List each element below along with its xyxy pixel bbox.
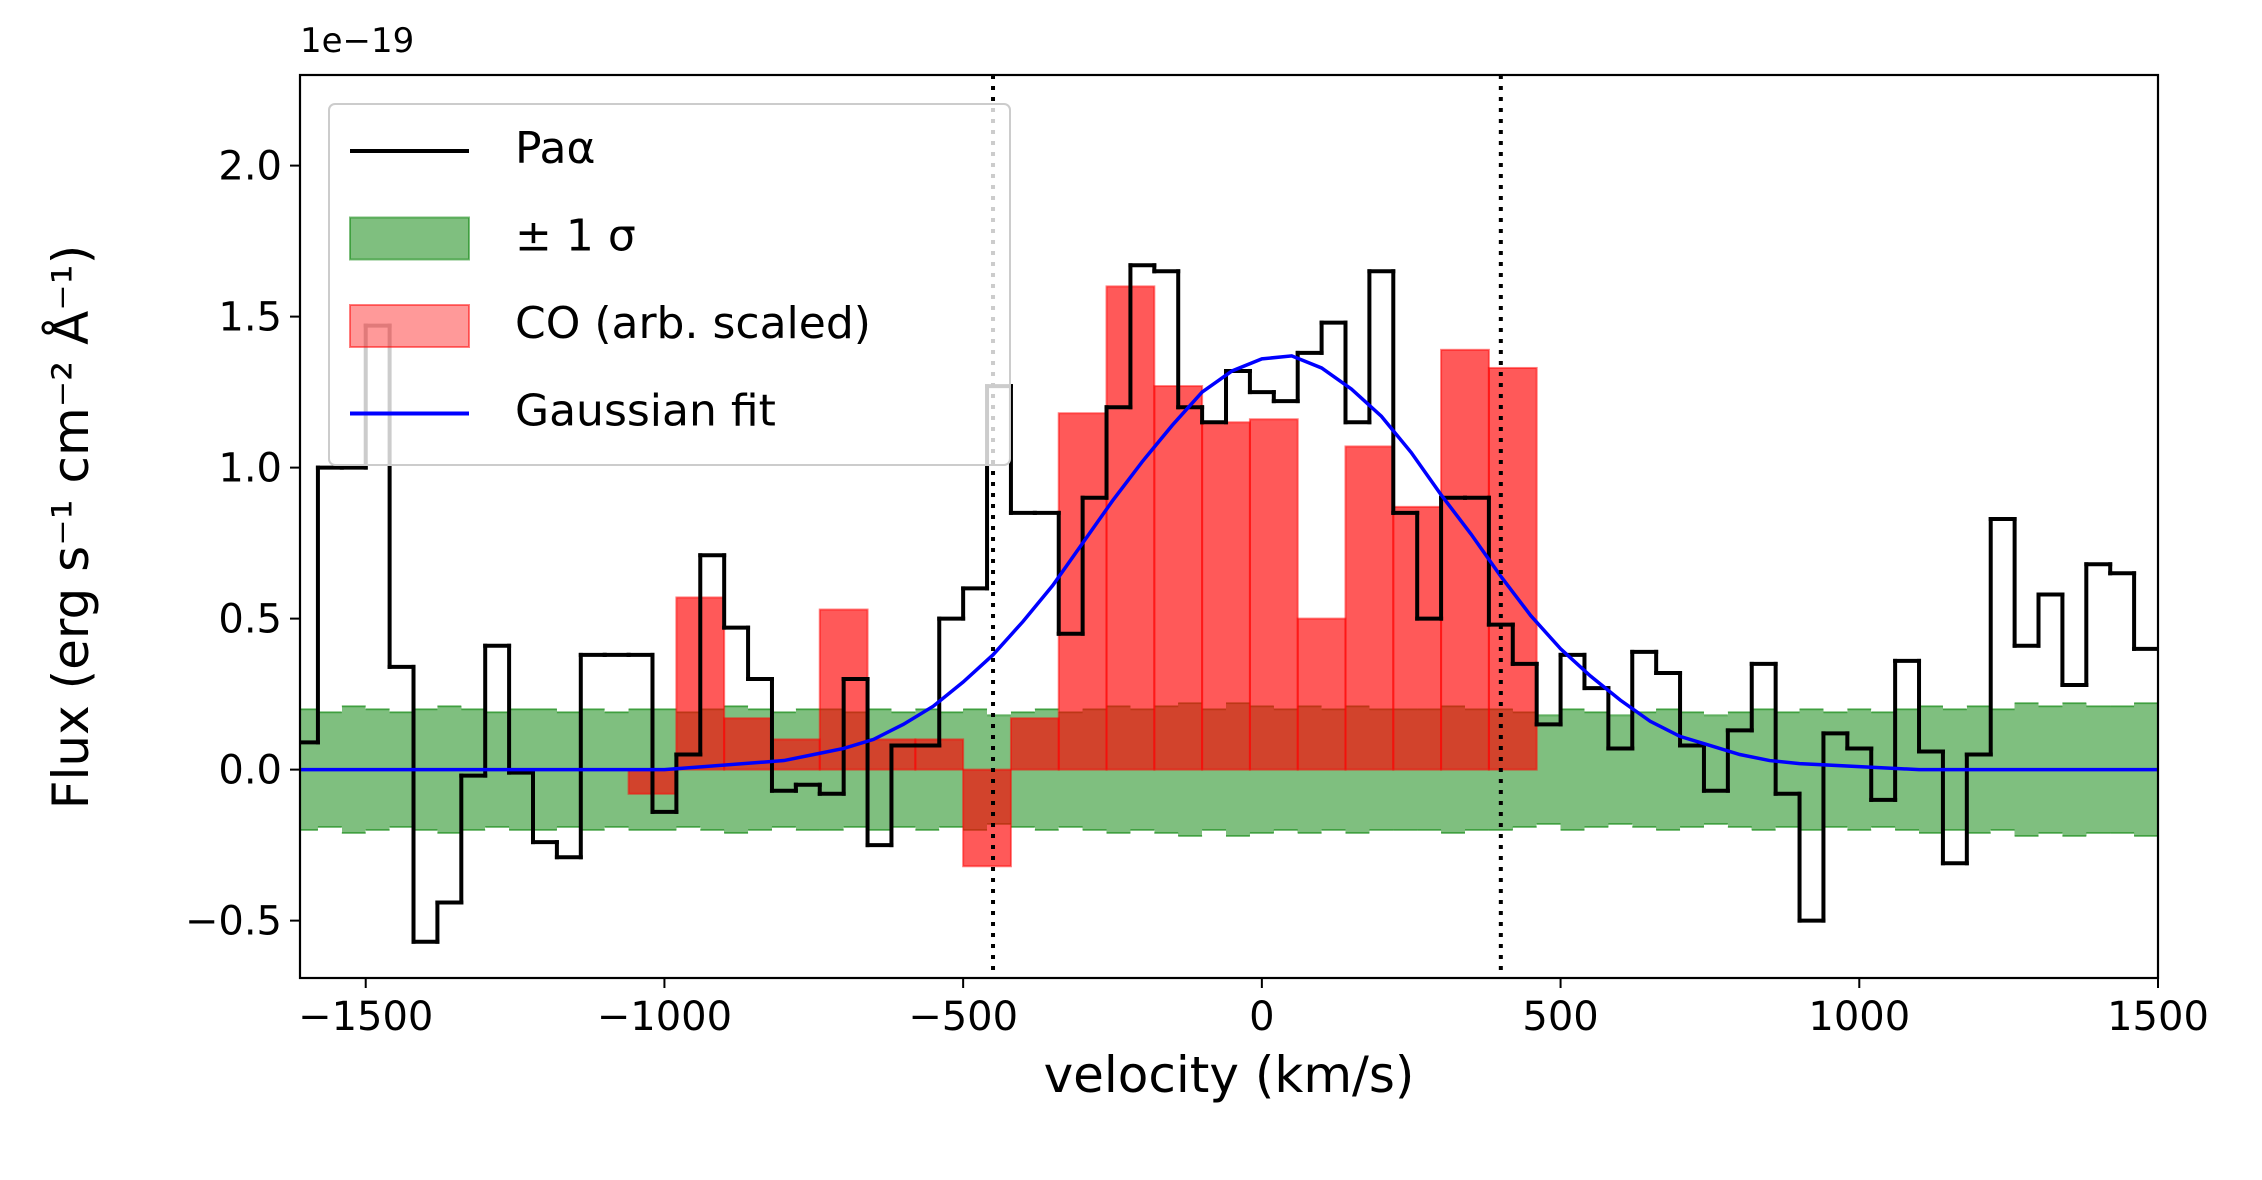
x-tick-label: −500 [908, 994, 1018, 1040]
x-tick-label: 0 [1249, 994, 1274, 1040]
co-bar [1344, 445, 1395, 771]
axes-frame [298, 73, 2160, 980]
sigma-band [1584, 712, 1609, 827]
sigma-band [1727, 712, 1752, 827]
co-bar [1009, 717, 1060, 771]
co-bar [1153, 385, 1204, 771]
sigma-band [1799, 709, 1824, 831]
sigma-band [1656, 709, 1681, 831]
y-tick-label: 0.5 [218, 597, 282, 643]
y-tick-label: 1.0 [218, 446, 282, 492]
co-bar [1296, 617, 1347, 771]
x-tick-label: −1500 [298, 994, 433, 1040]
x-tick-label: 500 [1522, 994, 1598, 1040]
axes: −1500 −1000 −500 0 500 1000 1500 −0.5 0.0 0.5 1.0 1… [185, 73, 2209, 1040]
co-bar [1440, 348, 1490, 771]
sigma-band [1847, 709, 1872, 831]
plot-area [300, 75, 2158, 978]
gaussian-fit [300, 354, 2158, 772]
co-bar [1201, 421, 1251, 771]
legend-label: Gaussian fit [515, 386, 776, 437]
y-tick-label: −0.5 [185, 899, 282, 945]
legend-label: Paα [515, 123, 596, 174]
sigma-band [1823, 712, 1848, 827]
x-tick-label: 1500 [2107, 994, 2209, 1040]
sigma-band [1775, 712, 1800, 827]
y-axis-label: Flux (erg s⁻¹ cm⁻² Å⁻¹) [42, 245, 100, 809]
x-axis-label: velocity (km/s) [1044, 1046, 1415, 1104]
legend-handle [349, 216, 470, 261]
y-offset-label: 1e−19 [300, 21, 414, 61]
legend: Paα ± 1 σ CO (arb. scaled) Gaussian fit [328, 103, 1011, 466]
legend-box [328, 103, 1011, 466]
legend-label: ± 1 σ [515, 211, 636, 262]
sigma-band [1751, 709, 1776, 831]
y-tick-label: 0.0 [218, 748, 282, 794]
y-tick-label: 1.5 [218, 295, 282, 341]
sigma-band [1703, 715, 1728, 824]
sigma-band [1560, 709, 1585, 831]
sigma-band [1632, 712, 1657, 827]
y-tick-label: 2.0 [218, 144, 282, 190]
co-bar [1248, 418, 1299, 771]
sigma-band [1536, 715, 1561, 824]
sigma-band [1608, 715, 1633, 824]
legend-handle [349, 304, 470, 348]
co-bar [962, 768, 1012, 868]
x-tick-label: 1000 [1808, 994, 1910, 1040]
sigma-band [1680, 712, 1704, 827]
x-tick-label: −1000 [597, 994, 732, 1040]
legend-label: CO (arb. scaled) [515, 298, 871, 349]
